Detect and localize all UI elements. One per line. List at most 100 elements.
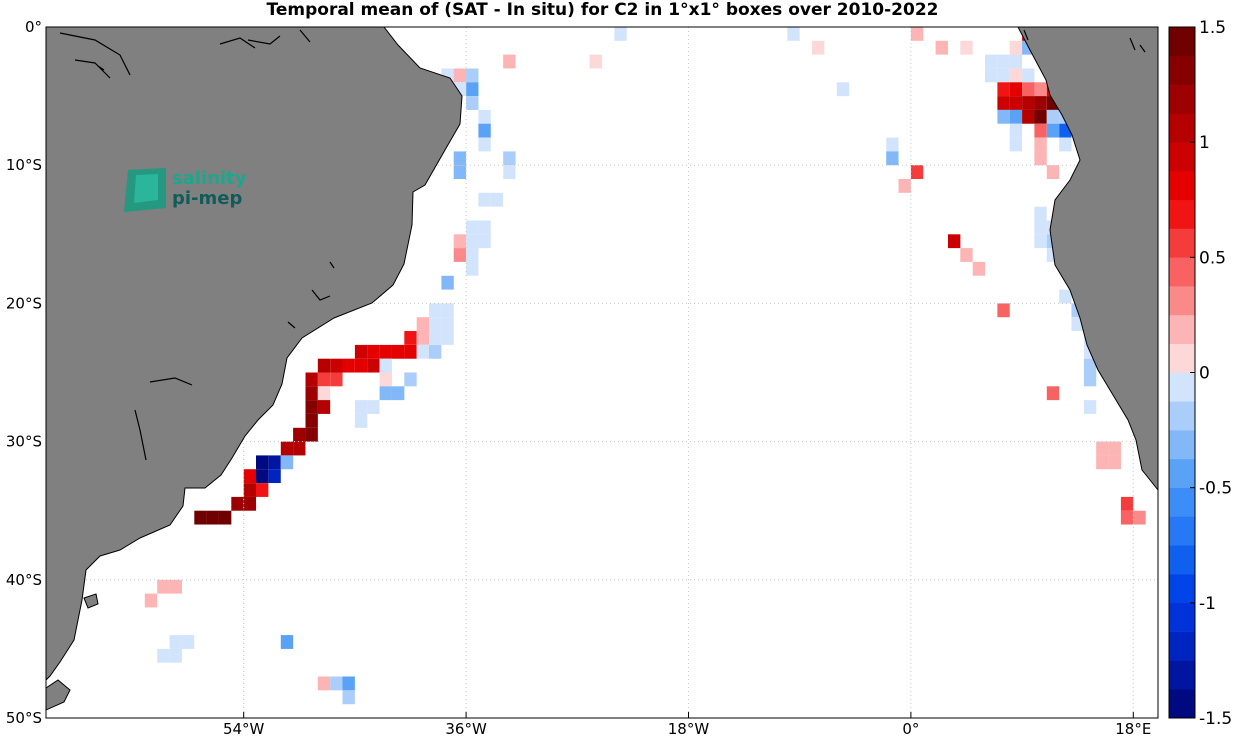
data-cell — [144, 593, 158, 608]
data-cell — [1022, 96, 1035, 110]
data-cell — [268, 455, 281, 470]
data-cell — [466, 261, 479, 276]
data-cell — [1034, 151, 1047, 166]
data-cell — [1009, 137, 1023, 152]
data-cell — [1046, 165, 1060, 180]
data-cell — [1096, 455, 1109, 470]
colorbar-segment — [1169, 660, 1195, 690]
data-cell — [404, 344, 417, 359]
data-cell — [985, 54, 998, 69]
data-cell — [1120, 496, 1134, 511]
data-cell — [305, 427, 318, 442]
data-cell — [256, 483, 269, 497]
data-cell — [1083, 400, 1097, 414]
data-cell — [997, 96, 1010, 110]
colorbar-segment — [1169, 574, 1195, 604]
colorbar-segment — [1169, 314, 1195, 345]
colorbar-segment — [1169, 55, 1195, 85]
data-cell — [305, 414, 318, 428]
colorbar-tick-label: 1 — [1199, 133, 1210, 153]
data-cell — [1034, 137, 1047, 152]
data-cell — [1022, 82, 1035, 97]
data-cell — [997, 82, 1010, 97]
data-cell — [367, 358, 380, 373]
colorbar-segment — [1169, 401, 1195, 431]
data-cell — [1009, 82, 1023, 97]
colorbar-segment — [1169, 170, 1195, 201]
data-cell — [1096, 441, 1109, 456]
colorbar-tick-label: 0.5 — [1199, 248, 1226, 268]
data-cell — [812, 40, 825, 55]
colorbar-tick-labels: 1.5 1 0.5 0 -0.5 -1 -1.5 — [1190, 18, 1232, 729]
data-cell — [1059, 289, 1072, 304]
axis-tick-labels: 0° 10°S 20°S 30°S 40°S 50°S 54°W 36°W 18°W 0° 18°E — [6, 18, 1151, 738]
data-cell — [478, 109, 491, 124]
data-cell — [354, 344, 368, 359]
data-cell — [231, 496, 244, 511]
data-cell — [379, 372, 392, 387]
salinity-logo: salinity pi-mep — [124, 168, 247, 212]
data-cell — [243, 469, 257, 484]
colorbar-tick-label: 0 — [1199, 364, 1210, 384]
data-cell — [429, 303, 442, 318]
data-cell — [379, 386, 392, 401]
data-cell — [330, 358, 343, 373]
data-cell — [354, 414, 368, 428]
data-cell — [404, 372, 417, 387]
data-cell — [1034, 234, 1047, 249]
data-cell — [1034, 123, 1047, 138]
colorbar-segment — [1169, 142, 1195, 172]
data-cell — [169, 579, 182, 594]
data-cell — [1022, 109, 1035, 124]
data-cell — [453, 165, 467, 180]
colorbar-segment — [1169, 430, 1195, 460]
data-cell — [478, 220, 491, 235]
data-cell — [478, 234, 491, 249]
lat-tick-label: 30°S — [6, 433, 42, 451]
lat-tick-label: 0° — [25, 18, 42, 36]
lat-tick-label: 40°S — [6, 571, 42, 589]
data-cell — [836, 82, 850, 97]
data-cell — [1083, 372, 1097, 387]
data-cell — [268, 469, 281, 484]
lon-tick-label: 0° — [902, 720, 919, 738]
chart-title: Temporal mean of (SAT - In situ) for C2 … — [266, 0, 939, 20]
data-cell — [305, 386, 318, 401]
data-cell — [169, 648, 182, 663]
data-cell — [948, 234, 961, 249]
colorbar-tick-label: -1.5 — [1199, 709, 1232, 729]
colorbar-segment — [1169, 631, 1195, 661]
lon-tick-label: 36°W — [445, 720, 487, 738]
data-cell — [293, 441, 306, 456]
data-cell — [466, 68, 479, 83]
data-cell — [886, 137, 899, 152]
colorbar-segment — [1169, 27, 1195, 57]
data-cell — [280, 441, 294, 456]
data-cell — [453, 248, 467, 262]
data-cell — [960, 248, 973, 262]
logo-shape-inner — [134, 174, 158, 203]
data-cells — [144, 27, 1146, 705]
lon-tick-label: 18°W — [668, 720, 710, 738]
data-cell — [280, 455, 294, 470]
data-cell — [243, 483, 257, 497]
lon-tick-label: 18°E — [1115, 720, 1151, 738]
data-cell — [441, 275, 454, 290]
colorbar-segment — [1169, 372, 1195, 402]
data-cell — [194, 510, 207, 525]
africa-land — [1017, 27, 1158, 491]
data-cell — [416, 344, 430, 359]
data-cell — [910, 27, 924, 41]
data-cell — [317, 372, 331, 387]
data-cell — [466, 82, 479, 97]
colorbar-segment — [1169, 516, 1195, 546]
data-cell — [478, 137, 491, 152]
data-cell — [1034, 220, 1047, 235]
colorbar-segment — [1169, 84, 1195, 114]
data-cell — [1009, 40, 1023, 55]
plot-frame — [45, 26, 1159, 719]
data-cell — [997, 109, 1010, 124]
data-cell — [1034, 109, 1047, 124]
data-cell — [305, 372, 318, 387]
data-cell — [1059, 137, 1072, 152]
